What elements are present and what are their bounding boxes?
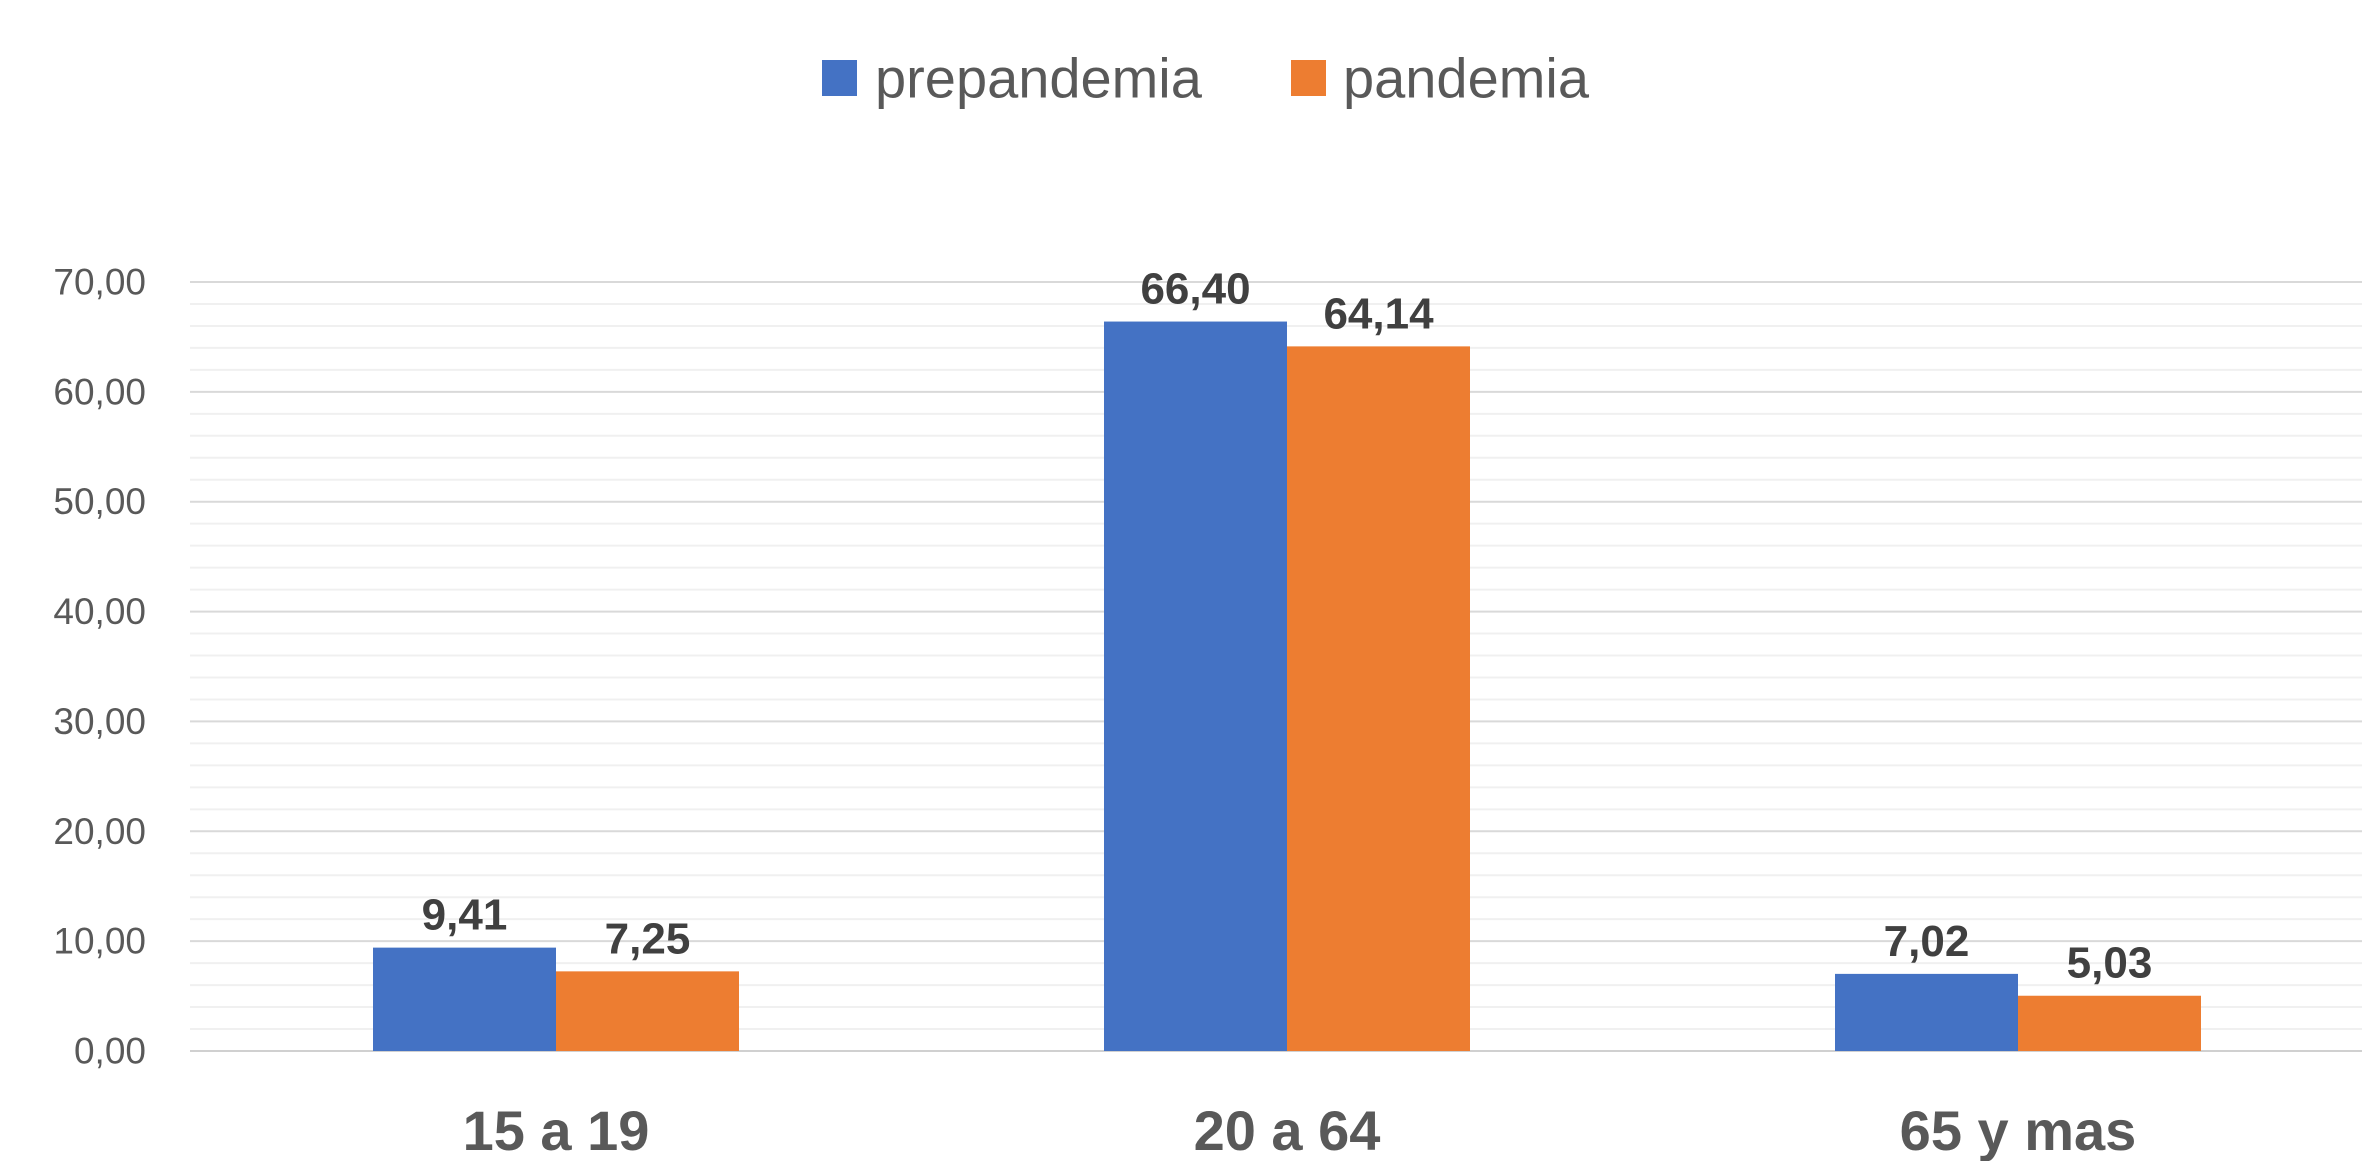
category-label: 15 a 19 <box>463 1099 650 1161</box>
bar-prepandemia <box>1835 973 2018 1051</box>
bar-pandemia <box>1287 346 1470 1051</box>
y-tick-label: 70,00 <box>53 262 146 303</box>
bar-pandemia <box>556 971 739 1051</box>
y-tick-label: 20,00 <box>53 811 146 852</box>
data-labels: 9,41 66,40 7,02 7,25 64,14 5,03 <box>422 265 2153 988</box>
y-axis-tick-labels: 0,00 10,00 20,00 30,00 40,00 50,00 60,00 70,00 <box>53 262 146 1072</box>
y-tick-label: 50,00 <box>53 481 146 522</box>
y-tick-label: 40,00 <box>53 591 146 632</box>
category-label: 65 y mas <box>1900 1099 2137 1161</box>
data-label-pandemia: 7,25 <box>605 914 691 963</box>
legend-swatch-prepandemia <box>822 60 857 96</box>
category-label: 20 a 64 <box>1194 1099 1381 1161</box>
bar-pandemia <box>2018 995 2201 1051</box>
bar-prepandemia <box>373 947 556 1051</box>
y-tick-label: 60,00 <box>53 371 146 412</box>
data-label-prepandemia: 66,40 <box>1140 265 1250 314</box>
y-tick-label: 10,00 <box>53 921 146 962</box>
data-label-prepandemia: 9,41 <box>422 891 508 940</box>
legend: prepandemia pandemia <box>822 47 1590 110</box>
bar-prepandemia <box>1104 321 1287 1051</box>
data-label-pandemia: 5,03 <box>2067 939 2153 988</box>
bars <box>373 321 2201 1051</box>
legend-swatch-pandemia <box>1291 60 1326 96</box>
data-label-prepandemia: 7,02 <box>1884 917 1970 966</box>
legend-label-pandemia: pandemia <box>1343 47 1590 110</box>
legend-label-prepandemia: prepandemia <box>875 47 1203 110</box>
category-labels: 15 a 19 20 a 64 65 y mas <box>463 1099 2137 1161</box>
y-tick-label: 30,00 <box>53 701 146 742</box>
y-tick-label: 0,00 <box>74 1031 146 1072</box>
data-label-pandemia: 64,14 <box>1323 289 1434 338</box>
